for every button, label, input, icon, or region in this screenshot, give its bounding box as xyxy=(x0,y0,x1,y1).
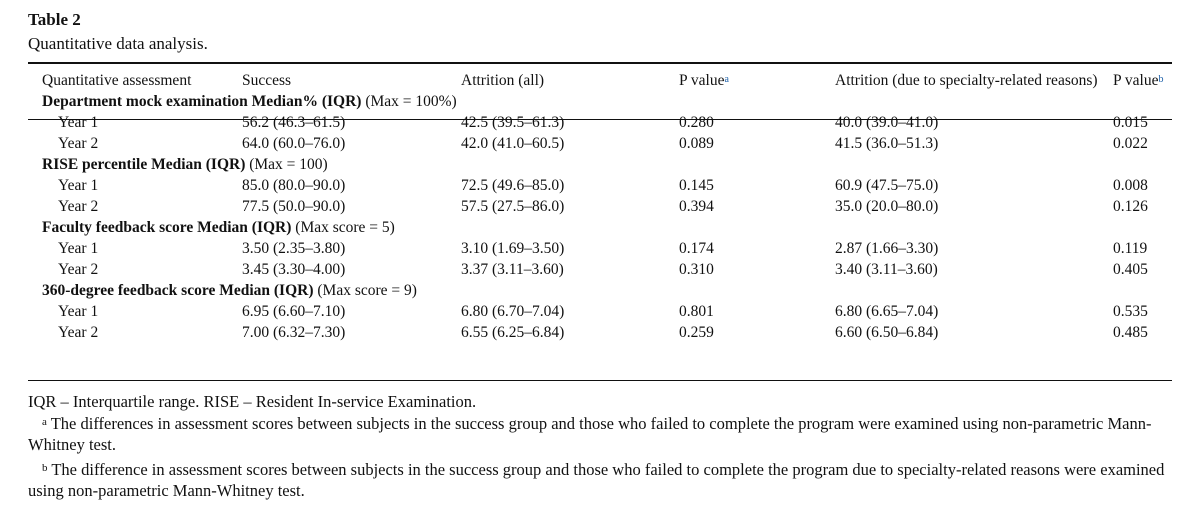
top-rule xyxy=(28,62,1172,64)
section-title-bold: Faculty feedback score Median (IQR) xyxy=(42,219,292,236)
cell-success: 77.5 (50.0–90.0) xyxy=(242,198,346,215)
table-row: Year 2 7.00 (6.32–7.30) 6.55 (6.25–6.84) 0.… xyxy=(28,322,1186,343)
cell-attrition-all: 42.0 (41.0–60.5) xyxy=(461,135,565,152)
section-title-max: (Max score = 5) xyxy=(291,219,395,236)
cell-attrition-specialty: 35.0 (20.0–80.0) xyxy=(835,198,939,215)
bottom-rule xyxy=(28,380,1172,381)
data-table: Quantitative assessment Success Attritio… xyxy=(28,70,1186,343)
cell-p-value-a: 0.394 xyxy=(679,198,714,215)
cell-p-value-a: 0.259 xyxy=(679,324,714,341)
cell-success: 6.95 (6.60–7.10) xyxy=(242,303,346,320)
table-header: Quantitative assessment Success Attritio… xyxy=(28,70,1186,91)
footnote-a-mark: a xyxy=(42,416,47,428)
cell-p-value-a: 0.145 xyxy=(679,177,714,194)
row-label: Year 2 xyxy=(58,198,99,215)
row-label: Year 2 xyxy=(58,261,99,278)
cell-success: 7.00 (6.32–7.30) xyxy=(242,324,346,341)
section-title-max: (Max = 100%) xyxy=(361,93,457,110)
cell-success: 64.0 (60.0–76.0) xyxy=(242,135,346,152)
table-row: Year 1 3.50 (2.35–3.80) 3.10 (1.69–3.50) 0.… xyxy=(28,238,1186,259)
row-label: Year 1 xyxy=(58,303,99,320)
header-p-value-b-text: P value xyxy=(1113,72,1159,89)
cell-attrition-all: 42.5 (39.5–61.3) xyxy=(461,114,565,131)
table-row: Year 1 85.0 (80.0–90.0) 72.5 (49.6–85.0) 0.… xyxy=(28,175,1186,196)
cell-attrition-specialty: 40.0 (39.0–41.0) xyxy=(835,114,939,131)
cell-p-value-b: 0.485 xyxy=(1113,324,1148,341)
row-label: Year 1 xyxy=(58,114,99,131)
cell-attrition-all: 57.5 (27.5–86.0) xyxy=(461,198,565,215)
footnote-ref-a[interactable]: a xyxy=(724,74,729,85)
cell-success: 85.0 (80.0–90.0) xyxy=(242,177,346,194)
cell-attrition-specialty: 3.40 (3.11–3.60) xyxy=(835,261,938,278)
cell-p-value-b: 0.022 xyxy=(1113,135,1148,152)
header-attrition-specialty: Attrition (due to specialty-related reas… xyxy=(835,72,1098,89)
cell-attrition-all: 6.55 (6.25–6.84) xyxy=(461,324,565,341)
cell-p-value-b: 0.119 xyxy=(1113,240,1148,257)
cell-p-value-a: 0.310 xyxy=(679,261,714,278)
section-title: Department mock examination Median% (IQR… xyxy=(28,91,1186,112)
table-row: Year 2 77.5 (50.0–90.0) 57.5 (27.5–86.0) 0.… xyxy=(28,196,1186,217)
section-title-max: (Max score = 9) xyxy=(313,282,417,299)
section-title-bold: RISE percentile Median (IQR) xyxy=(42,156,246,173)
table-row: Year 1 56.2 (46.3–61.5) 42.5 (39.5–61.3) 0.… xyxy=(28,112,1186,133)
cell-attrition-specialty: 60.9 (47.5–75.0) xyxy=(835,177,939,194)
cell-p-value-a: 0.174 xyxy=(679,240,714,257)
section-row: Department mock examination Median% (IQR… xyxy=(28,91,1186,112)
header-p-value-b: P valueb xyxy=(1113,70,1186,91)
footnote-a: a The differences in assessment scores b… xyxy=(28,413,1172,455)
row-label: Year 1 xyxy=(58,240,99,257)
cell-p-value-a: 0.801 xyxy=(679,303,714,320)
table-label: Table 2 xyxy=(28,10,81,29)
footnote-b-mark: b xyxy=(42,462,48,474)
cell-p-value-b: 0.008 xyxy=(1113,177,1148,194)
footnote-abbreviations: IQR – Interquartile range. RISE – Reside… xyxy=(28,392,477,411)
row-label: Year 2 xyxy=(58,324,99,341)
table-row: Year 2 3.45 (3.30–4.00) 3.37 (3.11–3.60) 0.… xyxy=(28,259,1186,280)
cell-p-value-b: 0.535 xyxy=(1113,303,1148,320)
header-p-value-a-text: P value xyxy=(679,72,725,89)
section-row: RISE percentile Median (IQR) (Max = 100) xyxy=(28,154,1186,175)
cell-attrition-specialty: 2.87 (1.66–3.30) xyxy=(835,240,939,257)
cell-attrition-all: 3.37 (3.11–3.60) xyxy=(461,261,564,278)
cell-p-value-b: 0.126 xyxy=(1113,198,1148,215)
cell-attrition-specialty: 6.60 (6.50–6.84) xyxy=(835,324,939,341)
cell-attrition-all: 3.10 (1.69–3.50) xyxy=(461,240,565,257)
row-label: Year 2 xyxy=(58,135,99,152)
section-title-bold: 360-degree feedback score Median (IQR) xyxy=(42,282,314,299)
section-title: RISE percentile Median (IQR) (Max = 100) xyxy=(28,154,1186,175)
section-title: Faculty feedback score Median (IQR) (Max… xyxy=(28,217,1186,238)
section-row: Faculty feedback score Median (IQR) (Max… xyxy=(28,217,1186,238)
header-p-value-a: P valuea xyxy=(679,70,835,91)
table-body: Department mock examination Median% (IQR… xyxy=(28,91,1186,343)
footnote-ref-b[interactable]: b xyxy=(1158,74,1164,85)
cell-success: 3.50 (2.35–3.80) xyxy=(242,240,346,257)
section-title-bold: Department mock examination Median% (IQR… xyxy=(42,93,362,110)
cell-attrition-all: 6.80 (6.70–7.04) xyxy=(461,303,565,320)
cell-attrition-specialty: 41.5 (36.0–51.3) xyxy=(835,135,939,152)
cell-attrition-specialty: 6.80 (6.65–7.04) xyxy=(835,303,939,320)
cell-p-value-a: 0.280 xyxy=(679,114,714,131)
footnote-b: b The difference in assessment scores be… xyxy=(28,459,1172,501)
header-attrition-all: Attrition (all) xyxy=(461,72,545,89)
header-success: Success xyxy=(242,72,292,89)
table-caption: Quantitative data analysis. xyxy=(28,34,208,53)
row-label: Year 1 xyxy=(58,177,99,194)
table-row: Year 1 6.95 (6.60–7.10) 6.80 (6.70–7.04) 0.… xyxy=(28,301,1186,322)
header-assessment: Quantitative assessment xyxy=(42,72,192,89)
footnote-a-text: The differences in assessment scores bet… xyxy=(28,414,1152,454)
cell-attrition-all: 72.5 (49.6–85.0) xyxy=(461,177,565,194)
footnote-b-text: The difference in assessment scores betw… xyxy=(28,460,1165,500)
cell-p-value-b: 0.015 xyxy=(1113,114,1148,131)
table-row: Year 2 64.0 (60.0–76.0) 42.0 (41.0–60.5) 0.… xyxy=(28,133,1186,154)
cell-p-value-a: 0.089 xyxy=(679,135,714,152)
section-title-max: (Max = 100) xyxy=(245,156,328,173)
cell-p-value-b: 0.405 xyxy=(1113,261,1148,278)
cell-success: 56.2 (46.3–61.5) xyxy=(242,114,346,131)
section-title: 360-degree feedback score Median (IQR) (… xyxy=(28,280,1186,301)
section-row: 360-degree feedback score Median (IQR) (… xyxy=(28,280,1186,301)
header-rule xyxy=(28,119,1172,120)
cell-success: 3.45 (3.30–4.00) xyxy=(242,261,346,278)
